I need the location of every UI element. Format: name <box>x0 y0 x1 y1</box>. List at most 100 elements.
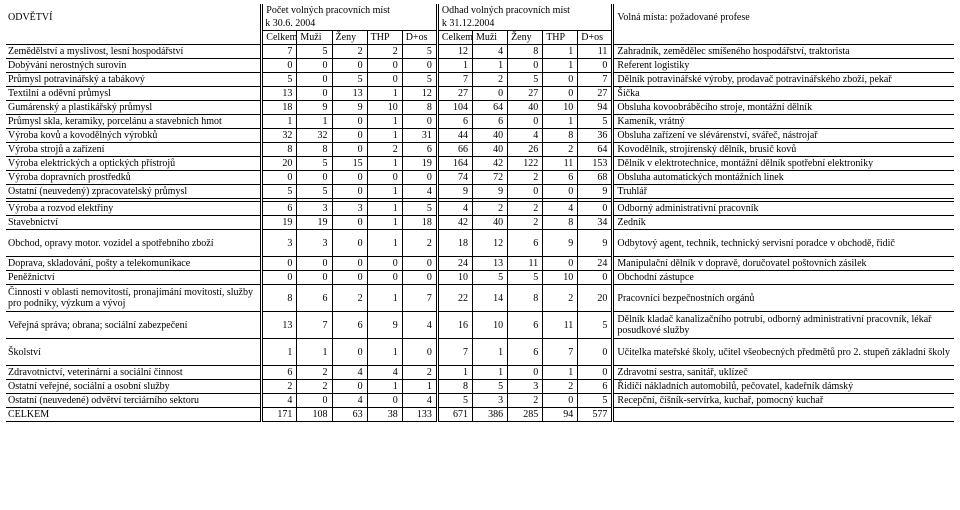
cell: 7 <box>543 339 578 366</box>
cell: 0 <box>367 59 402 73</box>
row-label: Činnosti v oblasti nemovitostí, pronajím… <box>6 285 262 312</box>
cell: 1 <box>367 157 402 171</box>
cell: 0 <box>367 394 402 408</box>
cell: 9 <box>437 185 472 199</box>
row-label: Výroba dopravních prostředků <box>6 171 262 185</box>
cell: 10 <box>367 101 402 115</box>
cell: 0 <box>297 271 332 285</box>
cell: 1 <box>402 380 437 394</box>
cell: 2 <box>508 171 543 185</box>
cell: 3 <box>472 394 507 408</box>
cell: 0 <box>578 339 613 366</box>
cell: 1 <box>367 202 402 216</box>
cell: 1 <box>367 115 402 129</box>
row-profession: Pracovníci bezpečnostních orgánů <box>613 285 954 312</box>
row-label: Výroba strojů a zařízení <box>6 143 262 157</box>
row-label: Zdravotnictví, veterinární a sociální či… <box>6 366 262 380</box>
cell: 0 <box>332 339 367 366</box>
cell: 0 <box>332 59 367 73</box>
cell: 26 <box>508 143 543 157</box>
cell: 0 <box>297 171 332 185</box>
cell: 32 <box>262 129 297 143</box>
cell: 1 <box>472 339 507 366</box>
cell: 4 <box>543 202 578 216</box>
cell: 6 <box>578 380 613 394</box>
cell: 6 <box>472 115 507 129</box>
hdr-col-5: Celkem <box>437 31 472 45</box>
cell: 68 <box>578 171 613 185</box>
cell: 74 <box>437 171 472 185</box>
cell: 0 <box>508 185 543 199</box>
cell: 0 <box>367 257 402 271</box>
cell: 10 <box>543 101 578 115</box>
cell: 104 <box>437 101 472 115</box>
row-profession: Zahradník, zemědělec smíšeného hospodářs… <box>613 45 954 59</box>
cell: 0 <box>543 185 578 199</box>
cell: 2 <box>402 230 437 257</box>
row-label: Ostatní (neuvedené) odvětví terciárního … <box>6 394 262 408</box>
cell: 1 <box>543 366 578 380</box>
cell: 1 <box>472 59 507 73</box>
row-profession: Zdravotní sestra, sanitář, uklízeč <box>613 366 954 380</box>
cell: 1 <box>543 59 578 73</box>
cell: 0 <box>402 339 437 366</box>
cell: 1 <box>367 380 402 394</box>
cell: 5 <box>437 394 472 408</box>
hdr-pocet-title: Počet volných pracovních míst <box>262 4 438 17</box>
cell: 5 <box>402 45 437 59</box>
row-label: CELKEM <box>6 408 262 422</box>
cell: 5 <box>262 73 297 87</box>
cell: 12 <box>437 45 472 59</box>
cell: 1 <box>262 115 297 129</box>
cell: 32 <box>297 129 332 143</box>
hdr-odhad-title: Odhad volných pracovních míst <box>437 4 613 17</box>
cell: 0 <box>332 216 367 230</box>
cell: 1 <box>367 216 402 230</box>
row-label: Obchod, opravy motor. vozidel a spotřebn… <box>6 230 262 257</box>
cell: 6 <box>508 339 543 366</box>
row-profession: Dělník potravinářské výroby, prodavač po… <box>613 73 954 87</box>
cell: 40 <box>508 101 543 115</box>
cell: 6 <box>437 115 472 129</box>
cell: 1 <box>262 339 297 366</box>
cell: 2 <box>543 285 578 312</box>
cell: 2 <box>402 366 437 380</box>
cell: 7 <box>297 312 332 339</box>
hdr-odhad-date: k 31.12.2004 <box>437 17 613 31</box>
cell: 0 <box>402 271 437 285</box>
cell: 8 <box>543 216 578 230</box>
row-profession: Truhlář <box>613 185 954 199</box>
cell: 6 <box>332 312 367 339</box>
cell: 0 <box>402 257 437 271</box>
row-label: Veřejná správa; obrana; sociální zabezpe… <box>6 312 262 339</box>
cell: 0 <box>332 129 367 143</box>
cell: 4 <box>472 45 507 59</box>
row-profession: Kameník, vrátný <box>613 115 954 129</box>
row-profession: Šička <box>613 87 954 101</box>
cell: 4 <box>262 394 297 408</box>
cell: 14 <box>472 285 507 312</box>
cell: 16 <box>437 312 472 339</box>
row-label: Ostatní veřejné, sociální a osobní služb… <box>6 380 262 394</box>
cell: 0 <box>367 73 402 87</box>
cell: 1 <box>367 129 402 143</box>
cell: 42 <box>472 157 507 171</box>
cell: 24 <box>437 257 472 271</box>
cell: 5 <box>402 73 437 87</box>
row-profession: Kovodělník, strojírenský dělník, brusič … <box>613 143 954 157</box>
cell: 0 <box>332 271 367 285</box>
cell: 44 <box>437 129 472 143</box>
cell: 2 <box>508 394 543 408</box>
cell: 4 <box>402 185 437 199</box>
cell: 34 <box>578 216 613 230</box>
cell: 1 <box>367 87 402 101</box>
cell: 9 <box>367 312 402 339</box>
cell: 8 <box>402 101 437 115</box>
cell: 4 <box>367 366 402 380</box>
row-profession: Obsluha automatických montážních linek <box>613 171 954 185</box>
cell: 9 <box>297 101 332 115</box>
cell: 6 <box>262 202 297 216</box>
cell: 9 <box>332 101 367 115</box>
cell: 1 <box>367 339 402 366</box>
cell: 164 <box>437 157 472 171</box>
